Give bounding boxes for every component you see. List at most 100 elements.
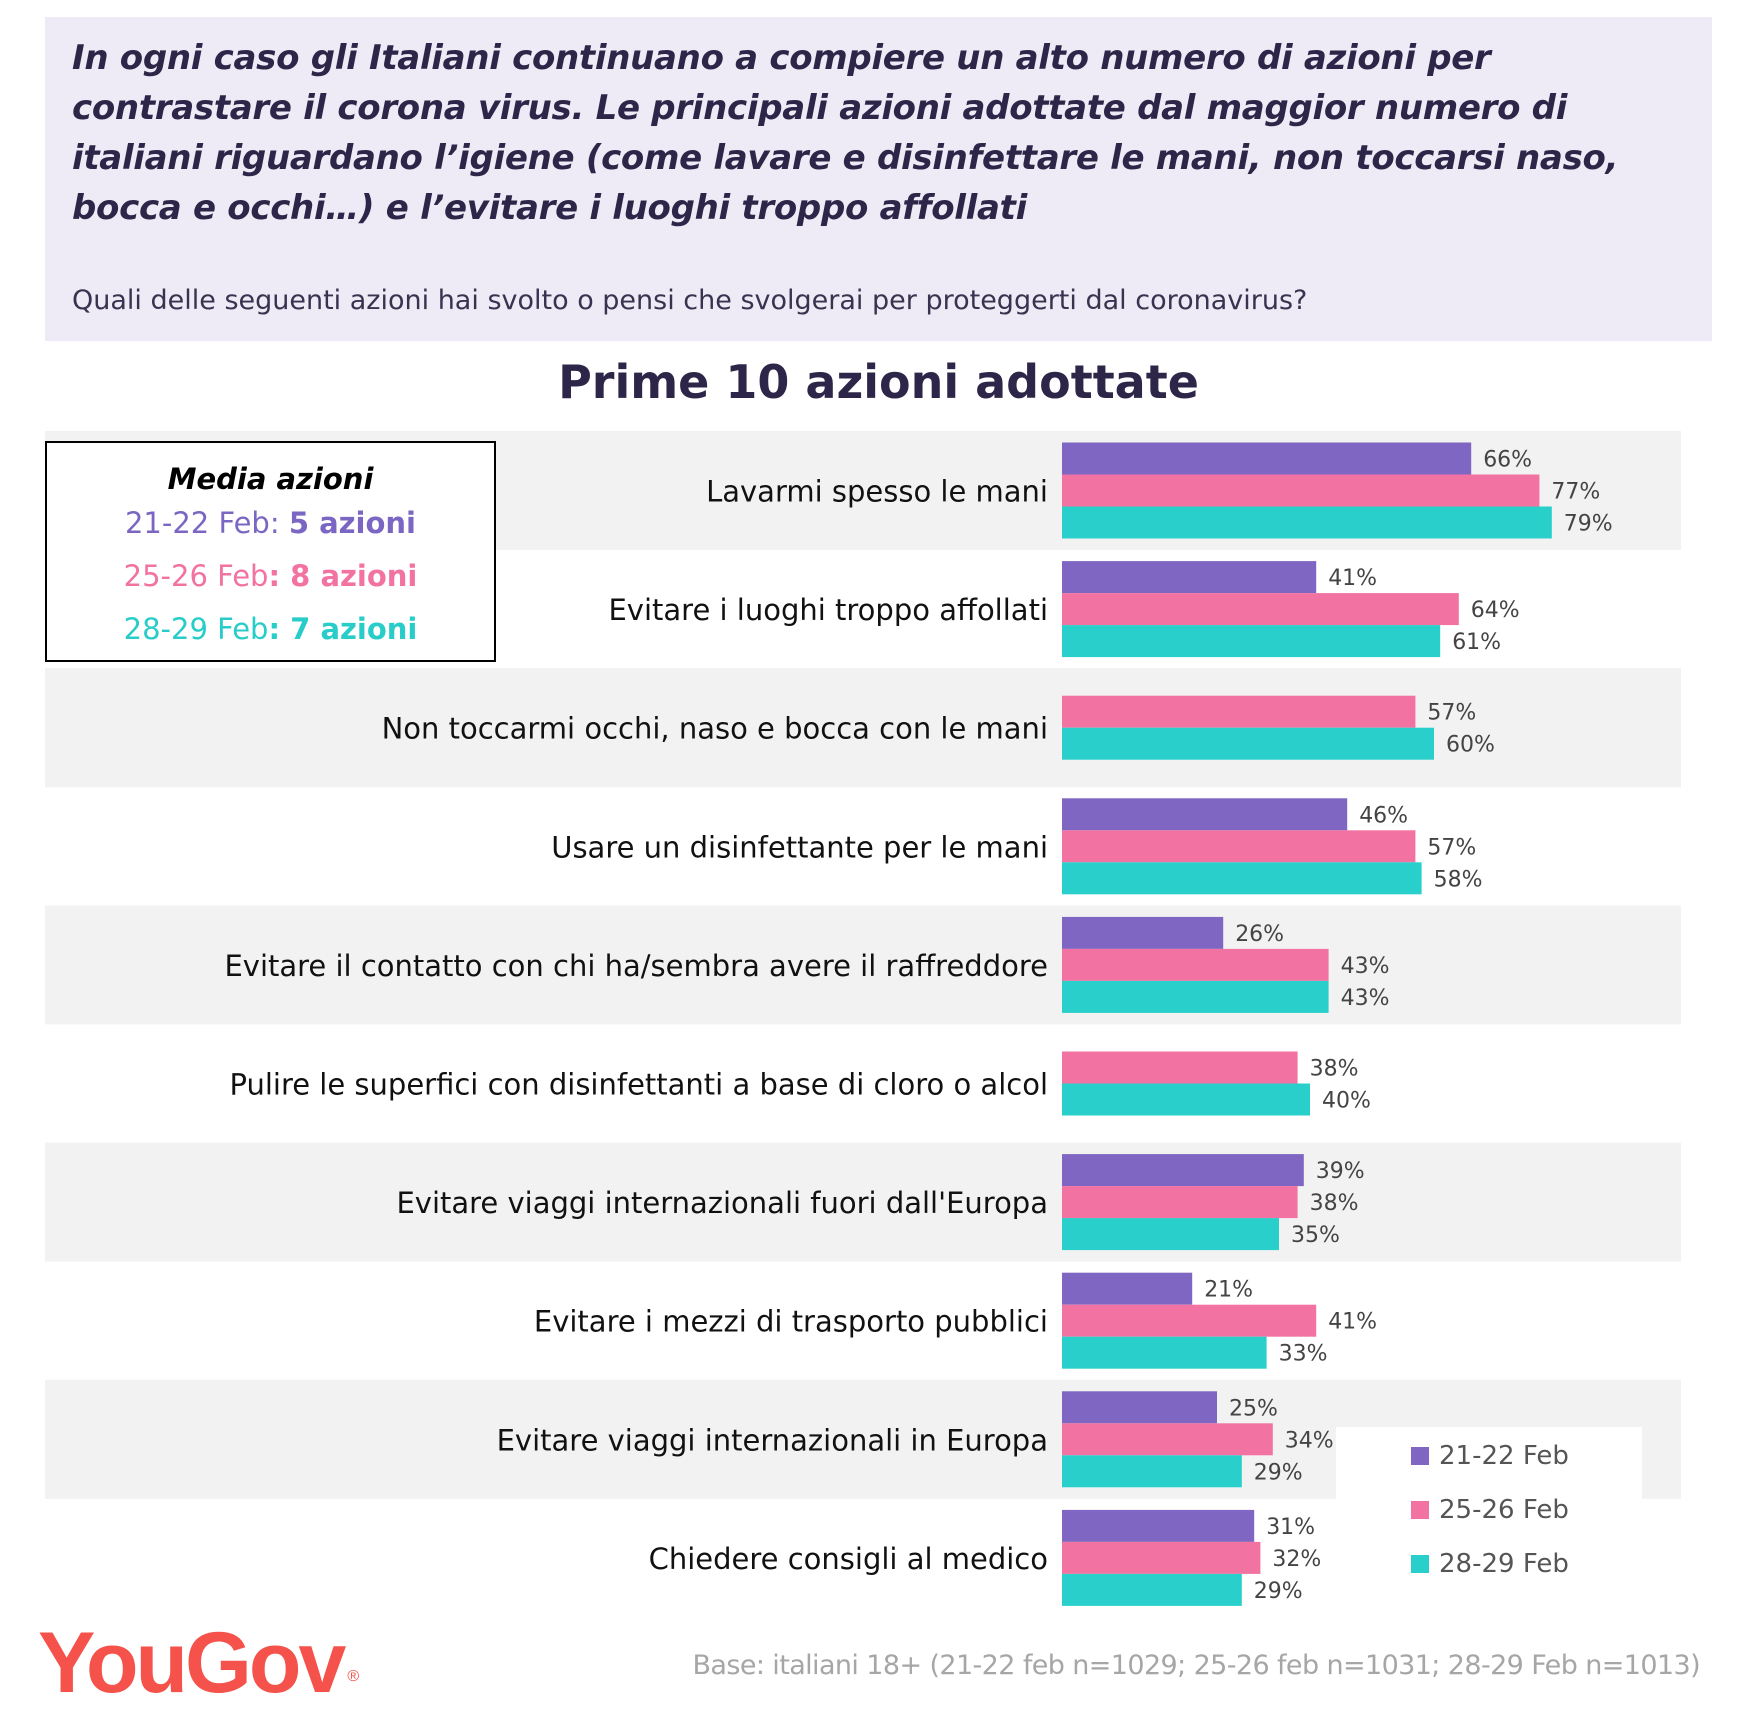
bar-25-26-feb <box>1062 695 1416 728</box>
bar-28-29-feb <box>1062 1336 1267 1369</box>
value-label: 57% <box>1427 835 1476 860</box>
bar-25-26-feb <box>1062 474 1540 507</box>
value-label: 35% <box>1291 1223 1340 1248</box>
bar-21-22-feb <box>1062 561 1317 594</box>
bar-21-22-feb <box>1062 1509 1255 1542</box>
average-actions-line: 25-26 Feb: 8 azioni <box>47 550 494 603</box>
average-period: 28-29 Feb <box>123 612 269 646</box>
category-label: Evitare i luoghi troppo affollati <box>608 593 1048 627</box>
bar-25-26-feb <box>1062 830 1416 863</box>
value-label: 57% <box>1427 701 1476 726</box>
legend-label: 28-29 Feb <box>1439 1549 1569 1579</box>
bar-25-26-feb <box>1062 1051 1298 1084</box>
category-label: Evitare i mezzi di trasporto pubblici <box>534 1305 1048 1339</box>
value-label: 29% <box>1254 1460 1303 1485</box>
legend-label: 21-22 Feb <box>1439 1441 1569 1471</box>
average-actions-line: 21-22 Feb: 5 azioni <box>47 497 494 550</box>
value-label: 33% <box>1279 1342 1328 1367</box>
bar-28-29-feb <box>1062 1455 1242 1488</box>
bar-28-29-feb <box>1062 1218 1279 1251</box>
legend-item: 21-22 Feb <box>1411 1441 1569 1471</box>
chart-title: Prime 10 azioni adottate <box>558 355 1199 409</box>
average-period: 21-22 Feb <box>124 506 270 540</box>
average-value: 5 azioni <box>288 506 417 540</box>
value-label: 66% <box>1483 448 1532 473</box>
bar-25-26-feb <box>1062 593 1459 626</box>
bar-28-29-feb <box>1062 727 1434 760</box>
bar-21-22-feb <box>1062 442 1472 475</box>
row-band <box>45 905 1681 1025</box>
base-footnote: Base: italiani 18+ (21-22 feb n=1029; 25… <box>692 1650 1700 1681</box>
category-label: Evitare il contatto con chi ha/sembra av… <box>224 949 1048 983</box>
value-label: 58% <box>1434 867 1483 892</box>
average-period: 25-26 Feb <box>123 559 269 593</box>
bar-28-29-feb <box>1062 506 1552 539</box>
value-label: 40% <box>1322 1089 1371 1114</box>
category-label: Chiedere consigli al medico <box>649 1542 1048 1576</box>
legend-swatch-icon <box>1411 1501 1429 1519</box>
bar-28-29-feb <box>1062 1573 1242 1606</box>
bar-21-22-feb <box>1062 916 1224 949</box>
bar-21-22-feb <box>1062 1272 1193 1305</box>
average-actions-box: Media azioni 21-22 Feb: 5 azioni 25-26 Fe… <box>45 441 496 662</box>
headline: In ogni caso gli Italiani continuano a c… <box>72 38 1619 228</box>
average-separator: : <box>269 506 289 540</box>
bar-25-26-feb <box>1062 948 1329 981</box>
category-label: Usare un disinfettante per le mani <box>551 830 1048 864</box>
category-label: Pulire le superfici con disinfettanti a … <box>229 1068 1048 1102</box>
value-label: 43% <box>1341 954 1390 979</box>
value-label: 26% <box>1235 922 1284 947</box>
survey-question: Quali delle seguenti azioni hai svolto o… <box>72 285 1308 316</box>
legend-item: 25-26 Feb <box>1411 1495 1569 1525</box>
value-label: 41% <box>1328 1310 1377 1335</box>
header-panel: In ogni caso gli Italiani continuano a c… <box>45 17 1712 341</box>
chart-legend: 21-22 Feb 25-26 Feb 28-29 Feb <box>1336 1427 1642 1593</box>
value-label: 29% <box>1254 1579 1303 1604</box>
bar-28-29-feb <box>1062 625 1441 658</box>
average-separator: : <box>268 559 291 593</box>
average-actions-line: 28-29 Feb: 7 azioni <box>47 603 494 656</box>
bar-28-29-feb <box>1062 1083 1310 1116</box>
bar-21-22-feb <box>1062 1154 1304 1187</box>
value-label: 39% <box>1316 1159 1365 1184</box>
bar-25-26-feb <box>1062 1541 1261 1574</box>
bar-21-22-feb <box>1062 798 1348 831</box>
bar-28-29-feb <box>1062 980 1329 1013</box>
legend-item: 28-29 Feb <box>1411 1549 1569 1579</box>
value-label: 60% <box>1446 733 1495 758</box>
category-label: Non toccarmi occhi, naso e bocca con le … <box>382 712 1048 746</box>
average-value: 8 azioni <box>290 559 418 593</box>
category-label: Lavarmi spesso le mani <box>706 475 1048 509</box>
registered-mark: ® <box>347 1668 360 1685</box>
category-label: Evitare viaggi internazionali fuori dall… <box>396 1186 1048 1220</box>
value-label: 46% <box>1359 803 1408 828</box>
value-label: 79% <box>1564 512 1613 537</box>
legend-swatch-icon <box>1411 1447 1429 1465</box>
value-label: 43% <box>1341 986 1390 1011</box>
legend-swatch-icon <box>1411 1555 1429 1573</box>
category-label: Evitare viaggi internazionali in Europa <box>497 1423 1048 1457</box>
value-label: 34% <box>1285 1428 1334 1453</box>
bar-28-29-feb <box>1062 862 1422 895</box>
value-label: 38% <box>1310 1191 1359 1216</box>
bar-25-26-feb <box>1062 1186 1298 1219</box>
value-label: 41% <box>1328 566 1377 591</box>
value-label: 61% <box>1452 630 1501 655</box>
bar-25-26-feb <box>1062 1304 1317 1337</box>
average-separator: : <box>268 612 291 646</box>
value-label: 31% <box>1266 1515 1315 1540</box>
value-label: 32% <box>1272 1547 1321 1572</box>
yougov-logo: YouGov ® <box>38 1615 359 1711</box>
value-label: 21% <box>1204 1278 1253 1303</box>
bar-21-22-feb <box>1062 1391 1217 1424</box>
value-label: 64% <box>1471 598 1520 623</box>
legend-label: 25-26 Feb <box>1439 1495 1569 1525</box>
logo-text: YouGov <box>38 1615 346 1711</box>
bar-25-26-feb <box>1062 1423 1273 1456</box>
average-value: 7 azioni <box>290 612 418 646</box>
value-label: 25% <box>1229 1396 1278 1421</box>
average-actions-title: Media azioni <box>167 462 374 496</box>
row-band <box>45 1142 1681 1262</box>
value-label: 77% <box>1551 480 1600 505</box>
value-label: 38% <box>1310 1057 1359 1082</box>
